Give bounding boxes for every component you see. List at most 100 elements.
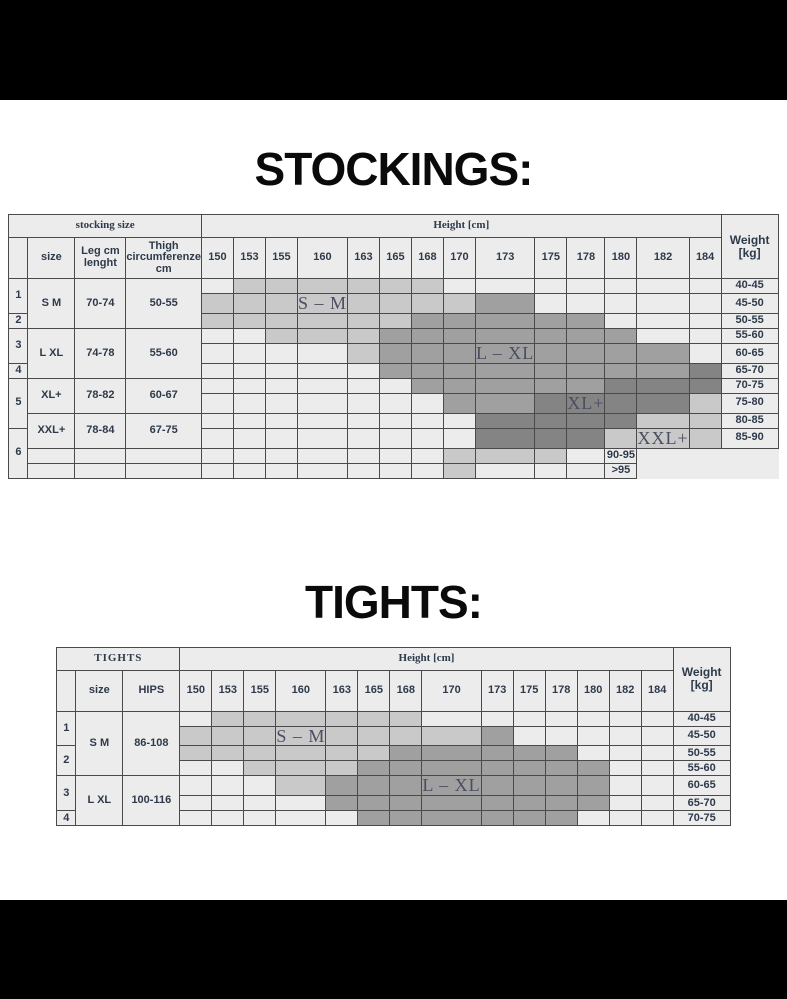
zone-label-lxl: L – XL — [475, 342, 535, 363]
grid-cell-empty — [243, 810, 277, 827]
row-index-2: 2 — [8, 312, 29, 329]
zone-cell-xlp — [688, 362, 722, 379]
grid-cell-empty — [378, 392, 412, 414]
grid-cell-empty — [688, 342, 722, 364]
zone-cell-lxl — [480, 775, 514, 797]
grid-cell-empty — [474, 462, 536, 479]
zone-cell-lxl — [474, 392, 536, 414]
zone-cell-xlp — [566, 412, 606, 429]
height-col-182: 182 — [608, 669, 642, 712]
zone-cell-sm — [346, 327, 380, 344]
grid-cell-empty — [232, 412, 266, 429]
grid-cell-empty — [200, 392, 234, 414]
zone-cell-lxl — [410, 362, 444, 379]
stockings-thigh-col-line: circumferenze — [126, 251, 201, 264]
zone-cell-lxl: L – XL — [421, 775, 482, 797]
grid-cell-empty — [232, 362, 266, 379]
zone-cell-sm — [179, 745, 213, 762]
grid-cell-empty — [296, 392, 348, 414]
weight-band-50-55: 50-55 — [672, 745, 731, 762]
height-header-cell: Height [cm] — [179, 646, 674, 671]
zone-cell-lxl — [544, 775, 578, 797]
height-col-182: 182 — [636, 237, 690, 279]
grid-cell-empty — [576, 710, 610, 727]
weight-band-60-65: 60-65 — [720, 342, 779, 364]
grid-cell-empty — [296, 427, 348, 449]
zone-cell-sm — [232, 278, 266, 294]
height-col-165: 165 — [378, 237, 412, 279]
zone-cell-sm — [325, 745, 359, 762]
zone-cell-lxl — [534, 362, 568, 379]
zone-cell-xlp — [534, 427, 568, 449]
zone-cell-lxl — [512, 795, 546, 812]
grid-cell-empty — [200, 327, 234, 344]
grid-cell-empty — [480, 710, 514, 727]
height-header-cell: Height [cm] — [200, 214, 722, 238]
stockings-table-wrap: stocking size Height [cm] Weight [kg] size Le… — [0, 214, 787, 479]
weight-band-50-55: 50-55 — [720, 312, 779, 329]
zone-cell-xlp — [474, 412, 536, 429]
zone-cell-sm — [264, 312, 298, 329]
grid-cell-empty — [544, 725, 578, 747]
grid-cell-empty — [688, 312, 722, 329]
grid-cell-empty — [200, 427, 234, 449]
grid-cell-empty — [640, 745, 674, 762]
grid-cell-empty — [608, 710, 642, 727]
grid-cell-empty — [566, 462, 606, 479]
stockings-thigh-col-line: cm — [155, 262, 172, 275]
grid-cell-empty — [378, 412, 412, 429]
stockings-leg-col-line: lenght — [83, 257, 117, 269]
zone-cell-sm — [243, 745, 277, 762]
grid-cell-empty — [378, 447, 412, 464]
table-row: L – XL 60-65 — [9, 342, 779, 364]
zone-cell-xlp — [636, 392, 690, 414]
grid-cell-empty — [27, 462, 76, 479]
grid-cell-empty — [346, 362, 380, 379]
height-col-153: 153 — [211, 669, 245, 712]
row-index-3: 3 — [56, 775, 77, 812]
zone-cell-lxl — [389, 810, 423, 827]
height-col-160: 160 — [296, 237, 348, 279]
grid-cell-empty — [442, 412, 476, 429]
weight-band-60-65: 60-65 — [672, 775, 731, 797]
table-row: 2 50-55 — [56, 745, 731, 777]
zone-cell-sm — [179, 725, 213, 747]
grid-cell-empty — [232, 447, 266, 464]
zone-cell-lxl — [636, 362, 690, 379]
zone-cell-lxl — [410, 377, 444, 394]
zone-cell-lxl — [442, 312, 476, 329]
table-header-row: stocking size Height [cm] Weight [kg] — [8, 214, 779, 279]
height-col-155: 155 — [243, 669, 277, 712]
zone-cell-lxl: L – XL — [474, 342, 536, 364]
zone-cell-lxl — [534, 327, 568, 344]
stockings-leg-col-value: 70-74 — [74, 278, 127, 329]
zone-cell-xlp — [688, 377, 722, 394]
zone-cell-sm — [275, 710, 327, 727]
grid-cell-empty — [200, 377, 234, 394]
grid-cell-empty — [608, 725, 642, 747]
page-title-stockings: STOCKINGS: — [254, 143, 534, 195]
zone-cell-lxl — [442, 392, 476, 414]
grid-cell-empty — [211, 775, 245, 797]
zone-cell-sm — [346, 293, 380, 314]
grid-cell-empty — [378, 377, 412, 394]
height-col-163: 163 — [325, 669, 359, 712]
zone-cell-lxl — [421, 795, 482, 812]
zone-cell-lxl — [534, 342, 568, 364]
zone-cell-lxl — [544, 760, 578, 777]
zone-cell-sm — [378, 278, 412, 294]
zone-cell-lxl — [378, 342, 412, 364]
stockings-size-col-value: XXL+ — [27, 412, 76, 449]
grid-cell-empty — [534, 293, 568, 314]
tights-table-wrap: TIGHTS Height [cm] Weight [kg] size HIPS 150 15… — [0, 646, 787, 827]
grid-cell-empty — [243, 775, 277, 797]
zone-cell-sm — [211, 710, 245, 727]
height-col-153: 153 — [232, 237, 266, 279]
zone-cell-xlp: XL+ — [566, 392, 606, 414]
grid-cell-empty — [534, 278, 568, 294]
zone-cell-sm — [378, 312, 412, 329]
grid-cell-empty — [211, 795, 245, 812]
section-spacer — [0, 479, 787, 533]
zone-cell-lxl — [357, 795, 391, 812]
